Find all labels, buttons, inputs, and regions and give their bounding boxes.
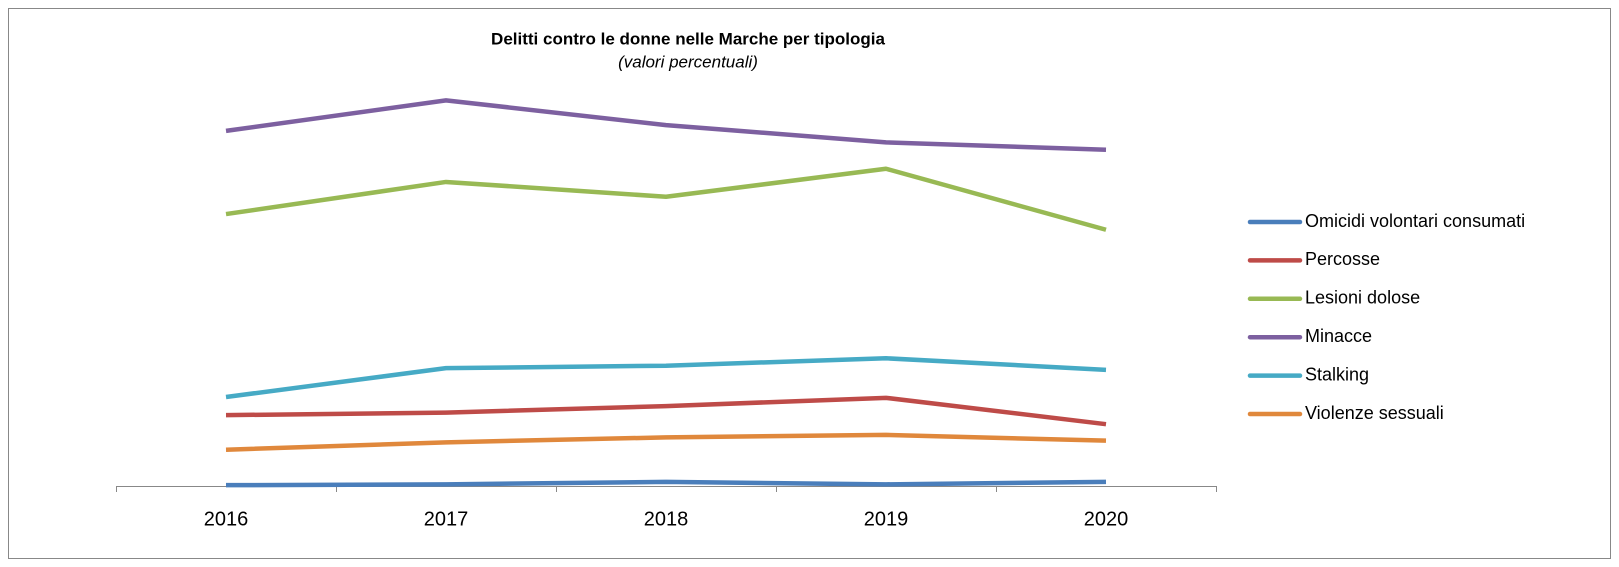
chart-subtitle: (valori percentuali) [618,52,758,71]
legend-label: Violenze sessuali [1305,403,1444,423]
x-tick-label: 2018 [644,508,689,530]
x-tick-label: 2020 [1084,508,1129,530]
series-line [225,166,1107,232]
series-line [225,479,1107,488]
chart-border [8,8,1611,559]
x-tick-label: 2019 [864,508,909,530]
legend-label: Stalking [1305,364,1369,384]
x-tick-label: 2017 [424,508,469,530]
legend-label: Minacce [1305,326,1372,346]
legend-label: Omicidi volontari consumati [1305,211,1525,231]
legend-label: Lesioni dolose [1305,288,1420,308]
legend-label: Percosse [1305,249,1380,269]
series-line [225,432,1107,452]
x-tick-label: 2016 [204,508,249,530]
series-line [225,395,1107,427]
series-line [225,356,1107,400]
chart-title: Delitti contro le donne nelle Marche per… [491,29,885,48]
series-line [225,98,1107,153]
